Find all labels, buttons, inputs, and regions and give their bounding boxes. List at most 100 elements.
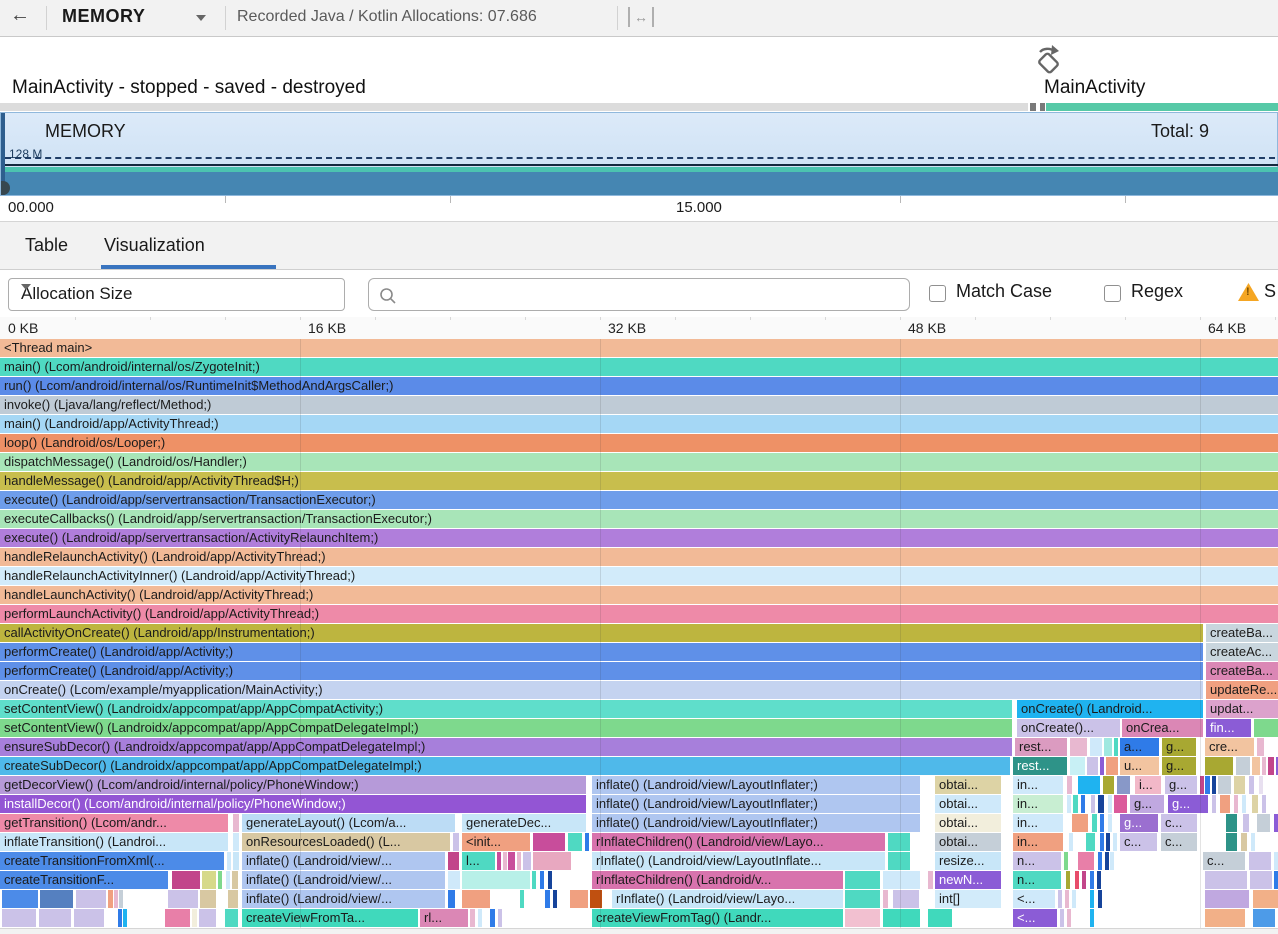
flame-segment[interactable] (199, 909, 216, 927)
flame-segment[interactable]: <Thread main> (0, 339, 1278, 357)
flame-segment[interactable] (1070, 738, 1087, 756)
flame-segment[interactable] (1092, 814, 1097, 832)
flame-segment[interactable] (1249, 852, 1271, 870)
flame-segment[interactable] (845, 909, 880, 927)
flame-segment[interactable] (883, 909, 920, 927)
flame-segment[interactable] (888, 852, 910, 870)
flame-segment[interactable] (1205, 776, 1210, 794)
flame-segment[interactable] (218, 871, 222, 889)
flame-segment[interactable] (202, 871, 216, 889)
flame-segment[interactable] (1072, 814, 1088, 832)
flame-segment[interactable] (1113, 833, 1117, 851)
flame-segment[interactable] (545, 890, 550, 908)
flame-segment[interactable] (553, 890, 557, 908)
flame-segment[interactable]: resize... (935, 852, 1001, 870)
flame-segment[interactable]: i... (1135, 776, 1161, 794)
flame-segment[interactable]: rInflate() (Landroid/view/LayoutInflate.… (592, 852, 885, 870)
flame-segment[interactable] (1114, 738, 1118, 756)
flame-segment[interactable]: loop() (Landroid/os/Looper;) (0, 434, 1278, 452)
flame-segment[interactable] (845, 890, 880, 908)
flame-segment[interactable] (232, 871, 238, 889)
flame-segment[interactable] (448, 852, 459, 870)
flame-segment[interactable]: onCreate() (Lcom/example/myapplication/M… (0, 681, 1203, 699)
flame-segment[interactable] (228, 890, 238, 908)
regex-checkbox[interactable] (1104, 285, 1121, 302)
flame-segment[interactable] (568, 833, 582, 851)
flame-segment[interactable] (227, 852, 231, 870)
flame-segment[interactable]: handleRelaunchActivity() (Landroid/app/A… (0, 548, 1278, 566)
tab-table[interactable]: Table (25, 235, 69, 255)
flame-segment[interactable] (1067, 776, 1072, 794)
flame-segment[interactable] (1090, 871, 1094, 889)
flame-segment[interactable] (1274, 871, 1278, 889)
flame-segment[interactable] (1205, 757, 1233, 775)
flame-segment[interactable]: c... (1120, 833, 1157, 851)
flame-segment[interactable] (1250, 871, 1272, 889)
flame-segment[interactable]: in... (1013, 814, 1063, 832)
flame-segment[interactable] (1091, 795, 1095, 813)
flame-segment[interactable] (1106, 833, 1110, 851)
flame-segment[interactable] (1090, 738, 1102, 756)
flame-segment[interactable] (1098, 795, 1104, 813)
chevron-down-icon[interactable] (196, 15, 206, 21)
flame-segment[interactable] (1257, 738, 1264, 756)
flame-segment[interactable]: a... (1120, 738, 1159, 756)
flame-segment[interactable] (1252, 795, 1258, 813)
flame-segment[interactable] (1243, 814, 1249, 832)
flame-segment[interactable] (1086, 833, 1095, 851)
flame-segment[interactable] (1252, 757, 1260, 775)
flame-segment[interactable]: createViewFromTa... (242, 909, 418, 927)
flame-segment[interactable]: <... (1013, 909, 1057, 927)
grouping-dropdown[interactable]: Allocation Size (8, 278, 345, 311)
flame-segment[interactable] (1108, 795, 1112, 813)
selection-left-edge[interactable] (1, 113, 5, 195)
flame-segment[interactable]: in... (1013, 776, 1063, 794)
flame-segment[interactable] (226, 871, 230, 889)
flame-segment[interactable]: rest... (1015, 738, 1067, 756)
flame-segment[interactable]: invoke() (Ljava/lang/reflect/Method;) (0, 396, 1278, 414)
flame-segment[interactable] (548, 871, 552, 889)
flame-segment[interactable] (1220, 795, 1230, 813)
flame-segment[interactable] (533, 833, 565, 851)
flame-segment[interactable] (1078, 776, 1100, 794)
flame-segment[interactable] (1274, 852, 1278, 870)
flame-segment[interactable] (1274, 814, 1278, 832)
flame-segment[interactable]: execute() (Landroid/app/servertransactio… (0, 491, 1278, 509)
flame-segment[interactable]: executeCallbacks() (Landroid/app/servert… (0, 510, 1278, 528)
flame-segment[interactable]: c... (1203, 852, 1245, 870)
flame-segment[interactable] (1242, 795, 1246, 813)
flame-segment[interactable] (168, 890, 198, 908)
flame-segment[interactable] (1117, 776, 1130, 794)
flame-segment[interactable]: g... (1162, 738, 1196, 756)
match-case-checkbox[interactable] (929, 285, 946, 302)
flame-segment[interactable] (1257, 814, 1270, 832)
flame-segment[interactable]: <init... (462, 833, 530, 851)
flame-segment[interactable] (1268, 757, 1274, 775)
flame-segment[interactable] (497, 852, 501, 870)
flame-segment[interactable] (1065, 890, 1069, 908)
flame-segment[interactable] (200, 890, 216, 908)
flame-segment[interactable] (928, 909, 952, 927)
flame-segment[interactable]: rl... (420, 909, 468, 927)
flame-segment[interactable] (585, 833, 589, 851)
flame-segment[interactable] (1200, 776, 1204, 794)
flame-segment[interactable]: rest... (1013, 757, 1067, 775)
flame-segment[interactable] (503, 852, 507, 870)
flame-segment[interactable] (1205, 871, 1247, 889)
flame-segment[interactable] (1100, 833, 1104, 851)
flame-segment[interactable]: updat... (1206, 700, 1278, 718)
flame-segment[interactable] (1066, 871, 1070, 889)
flame-segment[interactable]: obtai... (935, 795, 1001, 813)
flame-segment[interactable]: n... (1013, 871, 1061, 889)
flame-segment[interactable]: setContentView() (Landroidx/appcompat/ap… (0, 700, 1012, 718)
flame-segment[interactable]: g... (1165, 776, 1197, 794)
flame-segment[interactable]: getDecorView() (Lcom/android/internal/po… (0, 776, 586, 794)
flame-segment[interactable] (893, 890, 919, 908)
flame-segment[interactable] (1276, 757, 1278, 775)
flame-segment[interactable] (1072, 890, 1076, 908)
flame-segment[interactable] (192, 909, 197, 927)
flame-segment[interactable] (1106, 757, 1118, 775)
flame-segment[interactable]: generateDec... (462, 814, 586, 832)
flame-segment[interactable]: inflate() (Landroid/view/... (242, 890, 445, 908)
flame-segment[interactable] (123, 909, 127, 927)
